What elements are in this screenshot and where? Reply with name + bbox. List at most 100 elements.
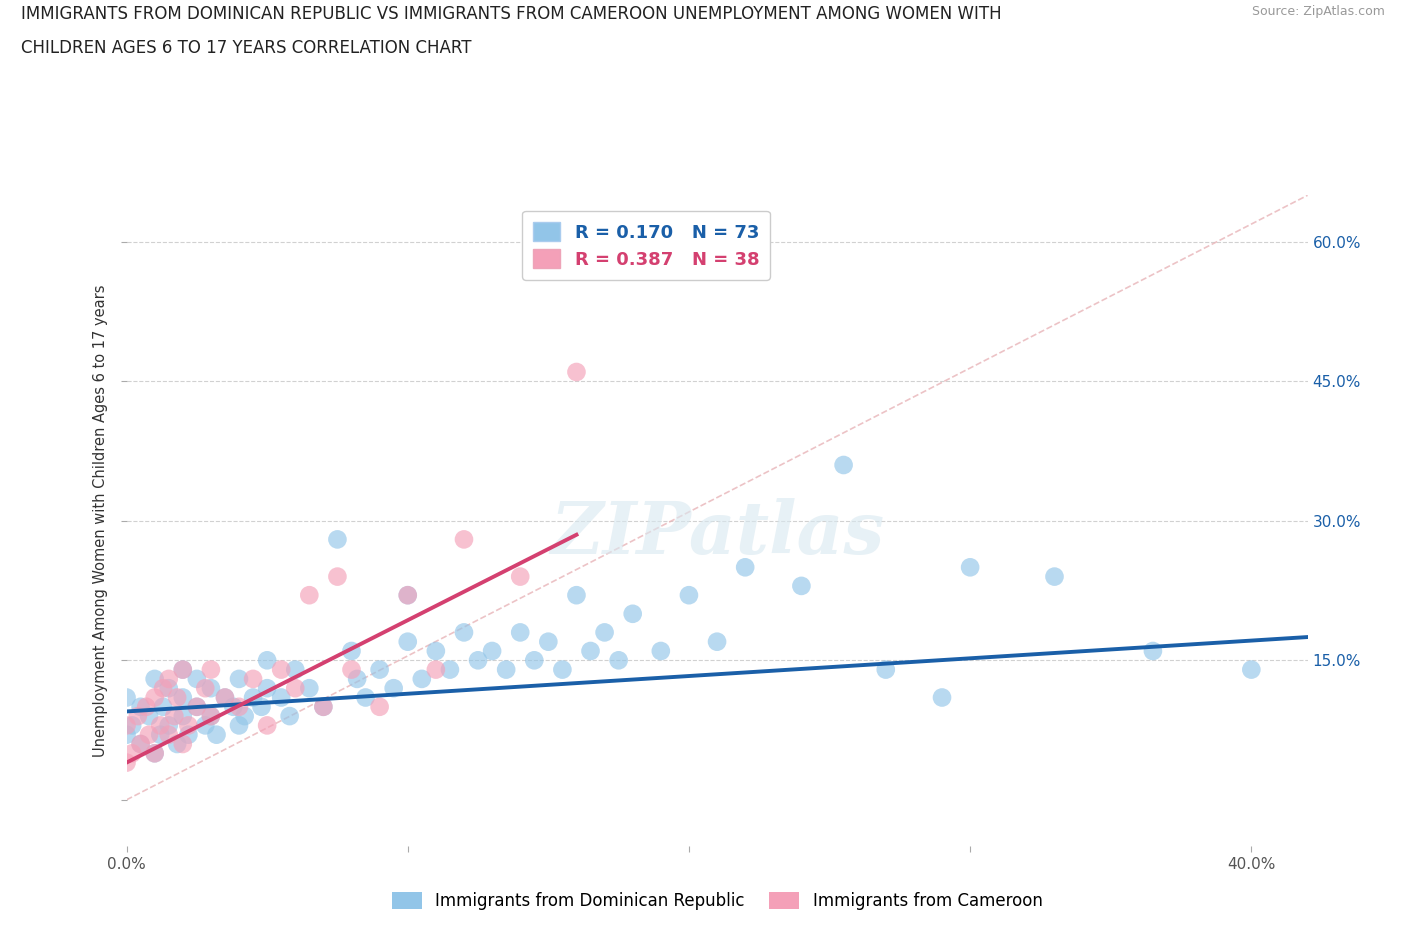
Point [228, 718, 250, 733]
Point [565, 588, 588, 603]
Point [163, 709, 186, 724]
Point [495, 662, 517, 677]
Legend: Immigrants from Dominican Republic, Immigrants from Cameroon: Immigrants from Dominican Republic, Immi… [385, 885, 1049, 917]
Point [453, 625, 475, 640]
Legend: R = 0.170   N = 73, R = 0.387   N = 38: R = 0.170 N = 73, R = 0.387 N = 38 [522, 211, 770, 280]
Point [467, 653, 489, 668]
Point [143, 690, 166, 705]
Point [200, 662, 222, 677]
Point [127, 709, 149, 724]
Point [340, 662, 363, 677]
Point [256, 681, 278, 696]
Point [734, 560, 756, 575]
Point [439, 662, 461, 677]
Point [115, 755, 138, 770]
Point [172, 737, 194, 751]
Point [172, 662, 194, 677]
Point [396, 588, 419, 603]
Text: Source: ZipAtlas.com: Source: ZipAtlas.com [1251, 5, 1385, 18]
Point [200, 681, 222, 696]
Point [228, 699, 250, 714]
Point [396, 588, 419, 603]
Point [177, 718, 200, 733]
Point [115, 718, 138, 733]
Point [166, 737, 188, 751]
Point [579, 644, 602, 658]
Point [115, 727, 138, 742]
Point [172, 662, 194, 677]
Point [340, 644, 363, 658]
Point [326, 532, 349, 547]
Point [354, 690, 377, 705]
Point [138, 709, 160, 724]
Point [194, 718, 217, 733]
Point [481, 644, 503, 658]
Point [256, 718, 278, 733]
Point [138, 727, 160, 742]
Point [214, 690, 236, 705]
Point [875, 662, 897, 677]
Point [959, 560, 981, 575]
Point [121, 746, 143, 761]
Point [135, 699, 157, 714]
Point [143, 746, 166, 761]
Point [152, 681, 174, 696]
Text: CHILDREN AGES 6 TO 17 YEARS CORRELATION CHART: CHILDREN AGES 6 TO 17 YEARS CORRELATION … [21, 39, 471, 57]
Point [1240, 662, 1263, 677]
Point [143, 671, 166, 686]
Point [326, 569, 349, 584]
Point [298, 588, 321, 603]
Point [200, 709, 222, 724]
Point [551, 662, 574, 677]
Point [129, 699, 152, 714]
Point [346, 671, 368, 686]
Point [621, 606, 644, 621]
Point [186, 699, 208, 714]
Point [157, 681, 180, 696]
Point [129, 737, 152, 751]
Point [157, 727, 180, 742]
Point [931, 690, 953, 705]
Point [411, 671, 433, 686]
Point [1142, 644, 1164, 658]
Point [233, 709, 256, 724]
Point [278, 709, 301, 724]
Point [270, 662, 292, 677]
Point [152, 699, 174, 714]
Point [368, 699, 391, 714]
Text: ZIPatlas: ZIPatlas [550, 498, 884, 569]
Point [509, 625, 531, 640]
Point [650, 644, 672, 658]
Point [214, 690, 236, 705]
Point [523, 653, 546, 668]
Point [270, 690, 292, 705]
Point [382, 681, 405, 696]
Point [312, 699, 335, 714]
Point [298, 681, 321, 696]
Point [593, 625, 616, 640]
Point [565, 365, 588, 379]
Point [222, 699, 245, 714]
Point [149, 718, 172, 733]
Point [166, 690, 188, 705]
Point [537, 634, 560, 649]
Point [157, 718, 180, 733]
Point [121, 718, 143, 733]
Point [425, 662, 447, 677]
Point [205, 727, 228, 742]
Point [284, 662, 307, 677]
Point [242, 671, 264, 686]
Y-axis label: Unemployment Among Women with Children Ages 6 to 17 years: Unemployment Among Women with Children A… [93, 285, 108, 757]
Point [368, 662, 391, 677]
Text: IMMIGRANTS FROM DOMINICAN REPUBLIC VS IMMIGRANTS FROM CAMEROON UNEMPLOYMENT AMON: IMMIGRANTS FROM DOMINICAN REPUBLIC VS IM… [21, 5, 1001, 22]
Point [256, 653, 278, 668]
Point [143, 746, 166, 761]
Point [250, 699, 273, 714]
Point [607, 653, 630, 668]
Point [172, 709, 194, 724]
Point [425, 644, 447, 658]
Point [149, 727, 172, 742]
Point [172, 690, 194, 705]
Point [832, 458, 855, 472]
Point [396, 634, 419, 649]
